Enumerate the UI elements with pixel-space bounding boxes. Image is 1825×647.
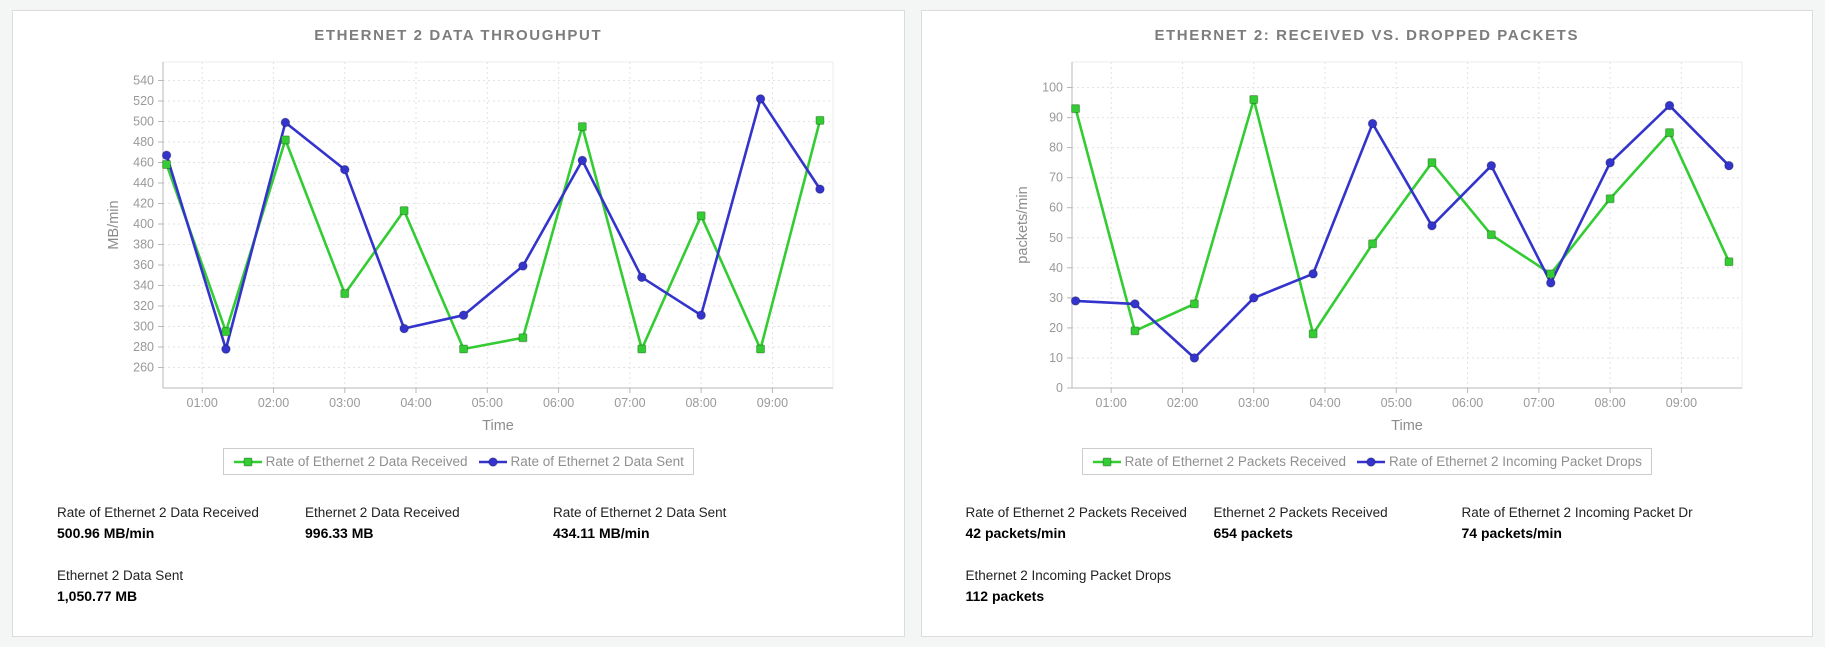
svg-text:03:00: 03:00 — [1238, 396, 1269, 410]
svg-text:06:00: 06:00 — [543, 396, 574, 410]
svg-text:08:00: 08:00 — [686, 396, 717, 410]
svg-text:packets/min: packets/min — [1015, 186, 1031, 263]
svg-text:380: 380 — [133, 238, 154, 252]
svg-text:09:00: 09:00 — [1666, 396, 1697, 410]
svg-text:340: 340 — [133, 279, 154, 293]
stat-label: Ethernet 2 Packets Received — [1213, 505, 1388, 520]
svg-text:02:00: 02:00 — [258, 396, 289, 410]
svg-text:360: 360 — [133, 258, 154, 272]
stat-label: Ethernet 2 Incoming Packet Drops — [965, 568, 1172, 583]
svg-text:420: 420 — [133, 197, 154, 211]
svg-text:520: 520 — [133, 94, 154, 108]
stat-label: Rate of Ethernet 2 Incoming Packet Dr — [1461, 505, 1693, 520]
svg-text:50: 50 — [1049, 231, 1063, 245]
stat-label: Rate of Ethernet 2 Data Sent — [553, 505, 727, 520]
stat-packets-received: Ethernet 2 Packets Received 654 packets — [1214, 505, 1462, 541]
svg-text:MB/min: MB/min — [106, 200, 122, 249]
stat-rate-packets-received: Rate of Ethernet 2 Packets Received 42 p… — [966, 505, 1214, 541]
svg-text:02:00: 02:00 — [1167, 396, 1198, 410]
svg-text:07:00: 07:00 — [1523, 396, 1554, 410]
svg-text:70: 70 — [1049, 171, 1063, 185]
svg-text:440: 440 — [133, 176, 154, 190]
legend-item-packet-drops[interactable]: Rate of Ethernet 2 Incoming Packet Drops — [1356, 454, 1642, 469]
stat-label: Ethernet 2 Data Sent — [57, 568, 184, 583]
stat-value: 74 packets/min — [1461, 525, 1562, 541]
stat-value: 112 packets — [965, 588, 1045, 604]
stat-label: Rate of Ethernet 2 Packets Received — [965, 505, 1187, 520]
chart-title: ETHERNET 2: RECEIVED VS. DROPPED PACKETS — [1154, 27, 1580, 44]
svg-text:90: 90 — [1049, 111, 1063, 125]
svg-text:10: 10 — [1049, 351, 1063, 365]
legend-label: Rate of Ethernet 2 Data Sent — [510, 454, 684, 469]
stat-rate-data-received: Rate of Ethernet 2 Data Received 500.96 … — [57, 505, 305, 541]
stats-grid: Rate of Ethernet 2 Data Received 500.96 … — [57, 505, 904, 604]
stat-data-received: Ethernet 2 Data Received 996.33 MB — [305, 505, 553, 541]
series-square-marker-icon — [233, 456, 263, 468]
legend-label: Rate of Ethernet 2 Data Received — [265, 454, 468, 469]
legend-item-packets-received[interactable]: Rate of Ethernet 2 Packets Received — [1092, 454, 1346, 469]
svg-text:320: 320 — [133, 299, 154, 313]
dashboard: ETHERNET 2 DATA THROUGHPUT 260 280 300 320 3… — [12, 10, 1813, 637]
svg-text:04:00: 04:00 — [401, 396, 432, 410]
svg-text:480: 480 — [133, 135, 154, 149]
stat-value: 1,050.77 MB — [57, 588, 138, 604]
svg-text:280: 280 — [133, 340, 154, 354]
throughput-line-chart[interactable]: 260 280 300 320 340 360 380 400 420 440 460 480 500 5… — [18, 48, 898, 448]
chart-area: 0 10 20 30 40 50 60 70 80 90 100 01:00 02:00 03:00 04:… — [922, 48, 1813, 448]
svg-text:01:00: 01:00 — [187, 396, 218, 410]
legend-label: Rate of Ethernet 2 Incoming Packet Drops — [1388, 454, 1642, 469]
svg-text:60: 60 — [1049, 201, 1063, 215]
stats-grid: Rate of Ethernet 2 Packets Received 42 p… — [966, 505, 1813, 604]
svg-text:540: 540 — [133, 74, 154, 88]
svg-text:09:00: 09:00 — [757, 396, 788, 410]
svg-text:01:00: 01:00 — [1095, 396, 1126, 410]
svg-text:05:00: 05:00 — [472, 396, 503, 410]
stat-rate-data-sent: Rate of Ethernet 2 Data Sent 434.11 MB/m… — [553, 505, 818, 541]
stat-rate-packet-drops: Rate of Ethernet 2 Incoming Packet Dr 74… — [1462, 505, 1727, 541]
stat-label: Rate of Ethernet 2 Data Received — [57, 505, 259, 520]
svg-text:100: 100 — [1042, 81, 1063, 95]
svg-text:40: 40 — [1049, 261, 1063, 275]
series-circle-marker-icon — [478, 456, 508, 468]
svg-text:07:00: 07:00 — [615, 396, 646, 410]
legend: Rate of Ethernet 2 Packets Received Rate… — [922, 448, 1813, 475]
chart-title: ETHERNET 2 DATA THROUGHPUT — [314, 27, 603, 44]
svg-text:0: 0 — [1056, 381, 1063, 395]
svg-text:400: 400 — [133, 217, 154, 231]
chart-area: 260 280 300 320 340 360 380 400 420 440 460 480 500 5… — [13, 48, 904, 448]
svg-text:80: 80 — [1049, 141, 1063, 155]
stat-data-sent: Ethernet 2 Data Sent 1,050.77 MB — [57, 568, 305, 604]
svg-text:300: 300 — [133, 320, 154, 334]
legend-frame: Rate of Ethernet 2 Data Received Rate of… — [222, 448, 694, 475]
svg-text:260: 260 — [133, 361, 154, 375]
svg-text:20: 20 — [1049, 321, 1063, 335]
panel-received-vs-dropped: ETHERNET 2: RECEIVED VS. DROPPED PACKETS… — [920, 10, 1813, 637]
svg-text:500: 500 — [133, 115, 154, 129]
svg-text:04:00: 04:00 — [1309, 396, 1340, 410]
stat-value: 996.33 MB — [305, 525, 374, 541]
svg-text:08:00: 08:00 — [1594, 396, 1625, 410]
svg-text:30: 30 — [1049, 291, 1063, 305]
legend-frame: Rate of Ethernet 2 Packets Received Rate… — [1081, 448, 1652, 475]
stat-value: 500.96 MB/min — [57, 525, 155, 541]
series-circle-marker-icon — [1356, 456, 1386, 468]
stat-value: 654 packets — [1213, 525, 1293, 541]
stat-value: 434.11 MB/min — [553, 525, 650, 541]
svg-text:460: 460 — [133, 156, 154, 170]
svg-text:Time: Time — [1391, 418, 1423, 434]
svg-text:03:00: 03:00 — [329, 396, 360, 410]
legend: Rate of Ethernet 2 Data Received Rate of… — [13, 448, 904, 475]
series-square-marker-icon — [1092, 456, 1122, 468]
svg-text:06:00: 06:00 — [1452, 396, 1483, 410]
stat-label: Ethernet 2 Data Received — [305, 505, 460, 520]
legend-item-data-sent[interactable]: Rate of Ethernet 2 Data Sent — [478, 454, 684, 469]
svg-text:Time: Time — [482, 418, 514, 434]
panel-data-throughput: ETHERNET 2 DATA THROUGHPUT 260 280 300 320 3… — [12, 10, 905, 637]
svg-text:05:00: 05:00 — [1380, 396, 1411, 410]
legend-item-data-received[interactable]: Rate of Ethernet 2 Data Received — [233, 454, 468, 469]
packets-line-chart[interactable]: 0 10 20 30 40 50 60 70 80 90 100 01:00 02:00 03:00 04:… — [927, 48, 1807, 448]
stat-packet-drops: Ethernet 2 Incoming Packet Drops 112 pac… — [966, 568, 1214, 604]
stat-value: 42 packets/min — [965, 525, 1066, 541]
legend-label: Rate of Ethernet 2 Packets Received — [1124, 454, 1346, 469]
